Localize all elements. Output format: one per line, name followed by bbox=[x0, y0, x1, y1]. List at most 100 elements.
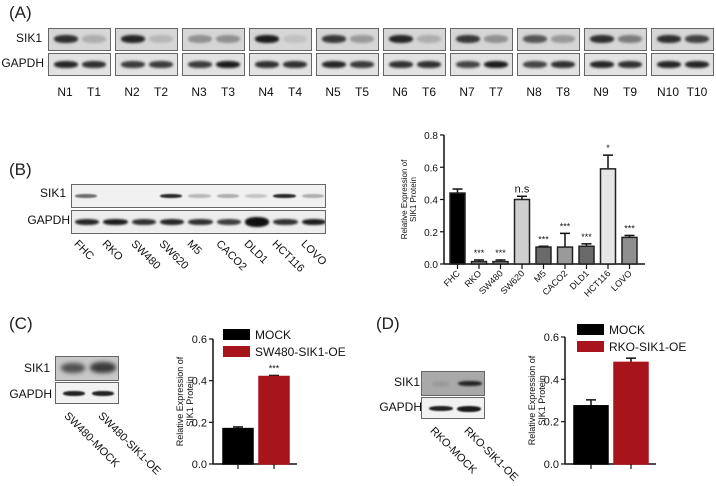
band bbox=[618, 35, 642, 43]
band bbox=[456, 61, 480, 68]
panel-a-lane-label: T3 bbox=[220, 85, 235, 99]
panel-b-lane-label: M5 bbox=[184, 238, 205, 258]
band bbox=[590, 61, 614, 68]
band bbox=[216, 61, 240, 68]
y-tick-label: 0.8 bbox=[424, 131, 438, 142]
legend-label: MOCK bbox=[609, 323, 645, 337]
significance-label: *** bbox=[538, 234, 549, 244]
band bbox=[245, 217, 270, 227]
y-axis-label: SIK1 Protein bbox=[185, 376, 195, 427]
panel-b-gapdh-blot bbox=[71, 210, 326, 234]
legend-swatch bbox=[223, 346, 250, 357]
band bbox=[273, 219, 298, 225]
panel-a-gapdh-blot-6 bbox=[383, 53, 446, 76]
y-axis-label: Relative Expression of bbox=[527, 355, 537, 445]
significance-label: *** bbox=[624, 223, 635, 233]
legend-label: MOCK bbox=[255, 328, 291, 342]
bar bbox=[492, 260, 509, 265]
significance-label: * bbox=[606, 143, 610, 153]
band bbox=[160, 219, 185, 225]
significance-label: *** bbox=[495, 248, 506, 258]
band bbox=[484, 35, 508, 43]
y-tick-label: 0.4 bbox=[544, 374, 559, 386]
x-tick-label: M5 bbox=[532, 268, 548, 284]
panel-c-sik1-label: SIK1 bbox=[23, 361, 50, 375]
panel-a-gapdh-blot-7 bbox=[450, 53, 513, 76]
band bbox=[255, 35, 279, 43]
panel-c-label: (C) bbox=[9, 314, 33, 333]
panel-a-lane-label: T4 bbox=[287, 85, 302, 99]
panel-a-lane-label: T2 bbox=[153, 85, 168, 99]
band bbox=[283, 61, 307, 68]
significance-label: *** bbox=[269, 363, 280, 373]
panel-a-lane-label: N8 bbox=[526, 85, 542, 99]
band bbox=[75, 194, 98, 198]
band bbox=[417, 61, 441, 68]
panel-c-lane-label-oe: SW480-SIK1-OE bbox=[95, 410, 163, 478]
band bbox=[322, 61, 346, 68]
panel-c-bar-chart: 0.0 0.2 0.4 0.6 Relative Expression of SIK1 P… bbox=[175, 328, 346, 471]
band bbox=[456, 35, 480, 43]
band bbox=[54, 61, 78, 68]
panel-b-gapdh-label: GAPDH bbox=[27, 213, 70, 227]
band bbox=[188, 61, 212, 68]
bar bbox=[578, 245, 595, 265]
band bbox=[590, 35, 614, 43]
y-tick-label: 0.6 bbox=[192, 334, 207, 346]
y-axis-label: Relative Expression of bbox=[400, 159, 409, 239]
legend-swatch bbox=[223, 329, 250, 340]
panel-c-gapdh-blot bbox=[55, 382, 119, 404]
panel-a-sik1-label: SIK1 bbox=[15, 31, 42, 45]
panel-a-lane-label: N10 bbox=[656, 85, 679, 99]
x-tick-label: LOVO bbox=[609, 268, 634, 293]
bar bbox=[621, 236, 638, 265]
band bbox=[484, 61, 508, 68]
panel-b-lane-label: SW620 bbox=[156, 238, 191, 272]
panel-d-gapdh-label: GAPDH bbox=[379, 400, 422, 414]
y-tick-label: 0.2 bbox=[424, 228, 438, 239]
band bbox=[273, 194, 296, 198]
panel-b-bar-chart: 0.0 0.2 0.4 0.6 0.8 Relative Expression of SIK… bbox=[400, 131, 645, 299]
band bbox=[216, 219, 241, 225]
x-tick-label: SW620 bbox=[498, 268, 526, 296]
panel-b-lane-label: SW480 bbox=[128, 238, 163, 272]
band bbox=[301, 194, 324, 198]
panel-b-lane-label: RKO bbox=[99, 238, 126, 264]
band bbox=[389, 61, 413, 68]
band bbox=[149, 61, 173, 68]
panel-a-lane-label: T8 bbox=[555, 85, 570, 99]
bar bbox=[258, 375, 290, 465]
panel-a-gapdh-blot-3 bbox=[182, 53, 245, 76]
bar bbox=[613, 361, 649, 465]
y-tick-label: 0.2 bbox=[192, 417, 207, 429]
panel-a-lane-label: N6 bbox=[392, 85, 408, 99]
band bbox=[685, 61, 709, 68]
band bbox=[657, 35, 681, 43]
panel-a-sik1-blot-8 bbox=[517, 28, 580, 51]
panel-a-sik1-blot-3 bbox=[182, 28, 245, 51]
band bbox=[149, 35, 173, 43]
bar bbox=[470, 260, 488, 265]
panel-a-sik1-blot-9 bbox=[584, 28, 647, 51]
panel-a-gapdh-blot-10 bbox=[651, 53, 714, 76]
panel-d-gapdh-blot bbox=[421, 397, 485, 419]
band bbox=[188, 219, 213, 225]
bar bbox=[449, 192, 466, 265]
y-tick-label: 0.4 bbox=[424, 196, 438, 207]
panel-a-sik1-blot-4 bbox=[249, 28, 312, 51]
bar bbox=[535, 246, 552, 265]
significance-label: *** bbox=[560, 221, 571, 231]
y-tick-label: 0.6 bbox=[424, 163, 438, 174]
x-tick-label: FHC bbox=[442, 268, 463, 289]
panel-a-label: (A) bbox=[9, 3, 32, 22]
band bbox=[103, 219, 128, 225]
band bbox=[523, 61, 547, 68]
panel-a-lane-label: N2 bbox=[124, 85, 140, 99]
band bbox=[551, 35, 575, 43]
panel-a-lane-label: N9 bbox=[593, 85, 609, 99]
y-axis-label: SIK1 Protein bbox=[409, 177, 418, 222]
band bbox=[389, 35, 413, 43]
panel-c-sik1-blot bbox=[55, 356, 119, 381]
panel-a-gapdh-blot-1 bbox=[48, 53, 111, 76]
y-tick-label: 0.0 bbox=[544, 459, 559, 471]
